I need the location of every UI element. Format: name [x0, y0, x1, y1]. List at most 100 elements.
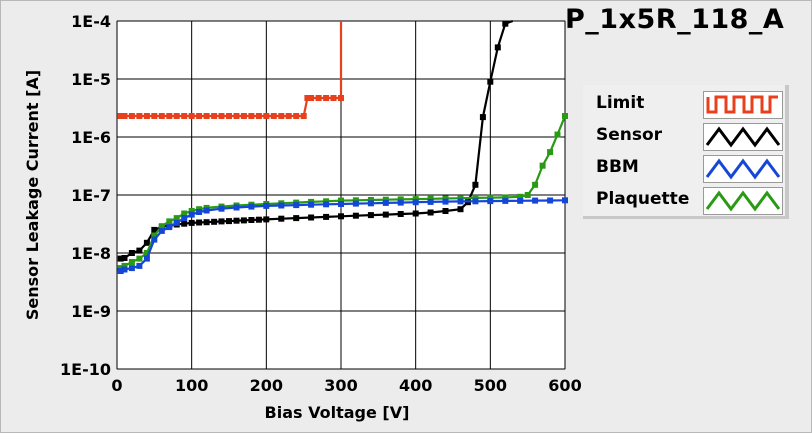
data-point-sensor [293, 215, 300, 222]
x-tick-label: 300 [324, 376, 357, 395]
data-point-limit [270, 113, 277, 119]
legend-item-limit: Limit [583, 90, 785, 119]
legend-label: BBM [596, 157, 639, 177]
data-point-sensor [248, 217, 255, 223]
data-point-limit [196, 113, 203, 119]
data-point-plaquette [532, 181, 539, 188]
data-point-sensor [352, 212, 359, 219]
data-point-sensor [151, 226, 158, 233]
data-point-limit [218, 113, 225, 119]
data-point-limit [136, 113, 143, 119]
data-point-plaquette [151, 232, 158, 239]
data-point-plaquette [352, 197, 359, 204]
data-point-sensor [397, 211, 404, 217]
data-point-sensor [128, 250, 135, 256]
data-point-limit [323, 95, 330, 101]
data-point-sensor [502, 20, 509, 27]
legend-item-bbm: BBM [583, 154, 785, 183]
legend-item-sensor: Sensor [583, 122, 785, 151]
data-point-limit [263, 113, 270, 119]
data-point-bbm [158, 227, 165, 234]
data-point-bbm [293, 202, 300, 209]
data-point-limit [338, 95, 344, 101]
data-point-plaquette [136, 255, 143, 262]
data-point-sensor [181, 220, 188, 227]
data-point-limit [255, 113, 262, 119]
data-point-plaquette [442, 195, 449, 202]
data-point-bbm [278, 202, 285, 209]
data-point-sensor [494, 44, 501, 51]
data-point-plaquette [382, 196, 389, 203]
data-point-limit [151, 113, 158, 119]
data-point-sensor [121, 255, 128, 261]
data-point-bbm [173, 219, 180, 226]
data-point-bbm [532, 197, 539, 204]
legend-swatch-bbm [703, 155, 783, 183]
data-point-limit [226, 113, 232, 119]
tick-labels: 0 100 200 300 400 500 600 1E-10 1E-9 1E-8 1E-7 1E-6… [60, 12, 582, 395]
data-point-sensor [479, 114, 486, 121]
data-point-bbm [203, 207, 210, 214]
series-layer [117, 19, 568, 274]
legend-swatch-limit [703, 91, 783, 119]
data-point-limit [330, 95, 337, 101]
data-point-plaquette [517, 193, 524, 200]
swatch-limit-plot [706, 95, 778, 114]
data-point-plaquette [427, 195, 434, 202]
data-point-limit [278, 113, 285, 119]
data-point-plaquette [524, 192, 531, 198]
data-point-sensor [218, 218, 225, 225]
data-point-limit [211, 113, 218, 119]
data-point-sensor [233, 217, 240, 224]
data-point-bbm [442, 198, 449, 205]
data-point-sensor [442, 208, 449, 214]
data-point-plaquette [128, 259, 135, 265]
x-tick-label: 400 [399, 376, 432, 395]
data-point-bbm [352, 200, 359, 207]
data-point-limit [188, 113, 195, 119]
data-point-plaquette [472, 194, 479, 201]
data-point-bbm [143, 255, 150, 262]
data-point-limit [308, 95, 315, 101]
data-point-bbm [397, 199, 404, 206]
data-point-bbm [248, 203, 255, 210]
data-point-bbm [517, 197, 524, 204]
x-tick-label: 600 [548, 376, 581, 395]
data-point-sensor [188, 219, 195, 226]
y-tick-label: 1E-4 [71, 12, 111, 31]
data-point-limit [117, 113, 124, 119]
data-point-sensor [412, 210, 419, 217]
data-point-sensor [367, 212, 374, 219]
legend-item-plaquette: Plaquette [583, 186, 785, 215]
x-tick-label: 0 [111, 376, 122, 395]
data-point-sensor [427, 209, 434, 216]
data-point-plaquette [412, 196, 419, 203]
data-point-limit [173, 113, 180, 119]
data-point-bbm [382, 199, 389, 206]
data-point-bbm [502, 197, 509, 204]
data-point-sensor [211, 218, 218, 225]
y-tick-label: 1E-6 [71, 128, 111, 147]
data-point-limit [143, 113, 150, 119]
data-point-plaquette [502, 194, 509, 201]
data-point-bbm [188, 211, 195, 218]
data-point-limit [315, 95, 322, 101]
data-point-bbm [562, 197, 568, 204]
data-point-plaquette [166, 218, 173, 225]
data-point-sensor [255, 216, 262, 223]
data-point-bbm [151, 236, 158, 243]
chart-title: P_1x5R_118_A [565, 4, 785, 35]
data-point-bbm [196, 209, 203, 215]
data-point-sensor [382, 211, 389, 218]
data-point-limit [240, 113, 247, 119]
data-point-bbm [338, 201, 344, 207]
data-point-sensor [226, 218, 232, 225]
data-point-plaquette [554, 131, 561, 138]
data-point-plaquette [547, 149, 554, 156]
data-point-plaquette [397, 196, 404, 203]
y-tick-label: 1E-7 [71, 186, 111, 205]
data-point-limit [293, 113, 300, 119]
data-point-limit [166, 113, 173, 119]
data-point-bbm [233, 204, 240, 211]
data-point-sensor [487, 78, 494, 85]
